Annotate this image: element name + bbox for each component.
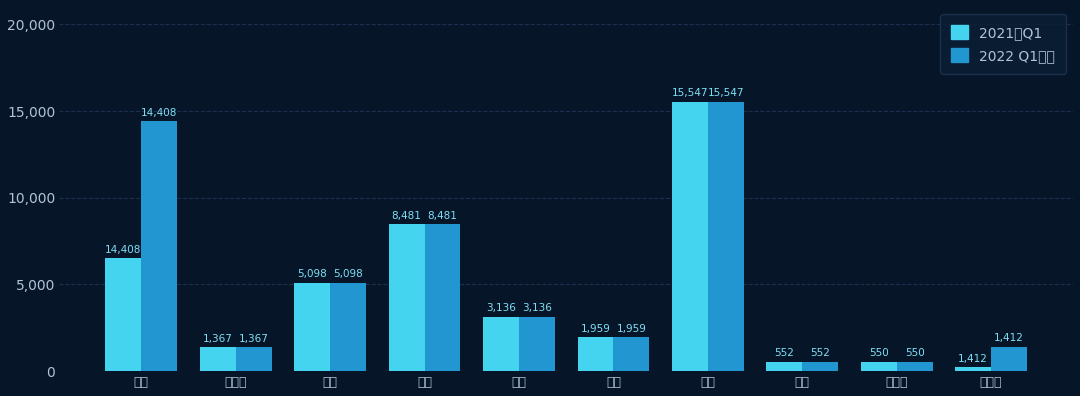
Text: 1,367: 1,367 [203,334,232,344]
Bar [802,362,838,371]
Text: 14,408: 14,408 [141,108,177,118]
Bar [235,347,271,371]
Text: 15,547: 15,547 [707,88,744,98]
Text: 3,136: 3,136 [486,303,516,313]
Text: 550: 550 [869,348,889,358]
Bar [141,121,177,371]
Bar [672,101,707,371]
Bar [613,337,649,371]
Text: 1,412: 1,412 [958,354,988,364]
Bar [106,259,141,371]
Text: 15,547: 15,547 [672,88,708,98]
Bar [483,317,519,371]
Text: 552: 552 [810,348,831,358]
Text: 1,959: 1,959 [617,324,646,334]
Bar [330,283,366,371]
Bar [861,362,896,371]
Text: 5,098: 5,098 [297,269,327,279]
Bar [991,347,1027,371]
Bar [519,317,555,371]
Bar [955,367,991,371]
Text: 1,959: 1,959 [581,324,610,334]
Text: 1,412: 1,412 [994,333,1024,343]
Bar [424,224,460,371]
Text: 1,367: 1,367 [239,334,269,344]
Bar [896,362,932,371]
Text: 3,136: 3,136 [522,303,552,313]
Text: 8,481: 8,481 [392,211,421,221]
Text: 5,098: 5,098 [334,269,363,279]
Bar [389,224,424,371]
Text: 550: 550 [905,348,924,358]
Bar [767,362,802,371]
Text: 8,481: 8,481 [428,211,458,221]
Bar [200,347,235,371]
Bar [578,337,613,371]
Legend: 2021年Q1, 2022 Q1总量: 2021年Q1, 2022 Q1总量 [941,14,1066,74]
Bar [707,101,744,371]
Text: 14,408: 14,408 [105,245,141,255]
Text: 552: 552 [774,348,794,358]
Bar [294,283,330,371]
